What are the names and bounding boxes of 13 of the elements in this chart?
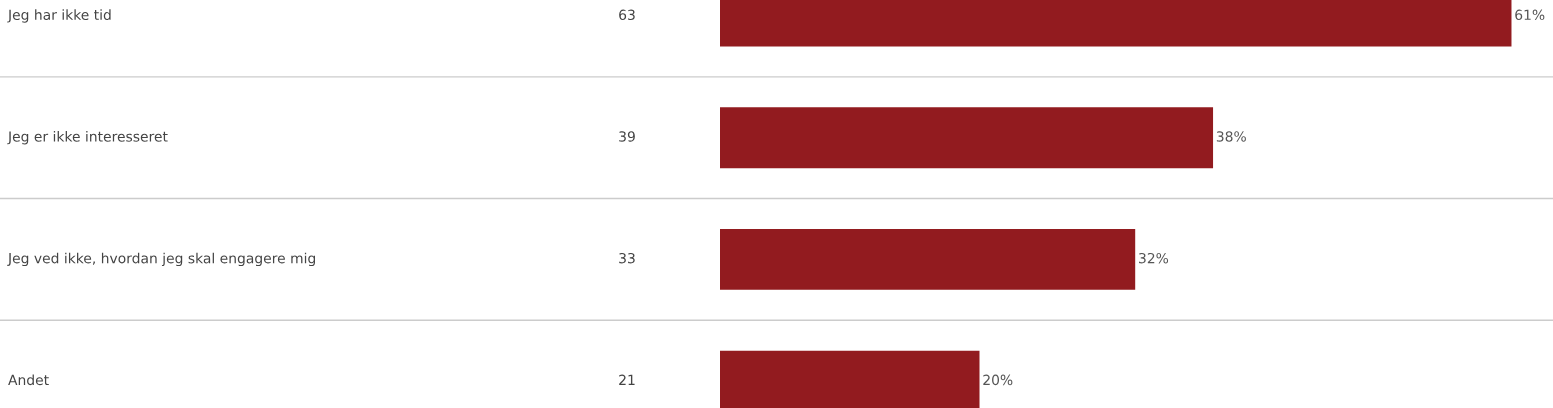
data-label: 20%	[983, 374, 1013, 386]
y-tick-label: Andet	[8, 374, 49, 386]
data-label: 32%	[1139, 252, 1169, 264]
text: 39	[619, 131, 635, 142]
data-label: 38%	[1216, 131, 1246, 142]
y-tick-label: Jeg er ikke interesseret	[7, 130, 168, 145]
y-tick-label: Jeg har ikke tid	[7, 9, 111, 23]
data-label: 61%	[1515, 9, 1545, 21]
text: 63	[619, 9, 635, 21]
text: 33	[619, 252, 635, 264]
bar	[720, 228, 1136, 290]
text: 21	[619, 374, 635, 385]
y-tick-label: Jeg ved ikke, hvordan jeg skal engagere mig	[7, 252, 316, 267]
